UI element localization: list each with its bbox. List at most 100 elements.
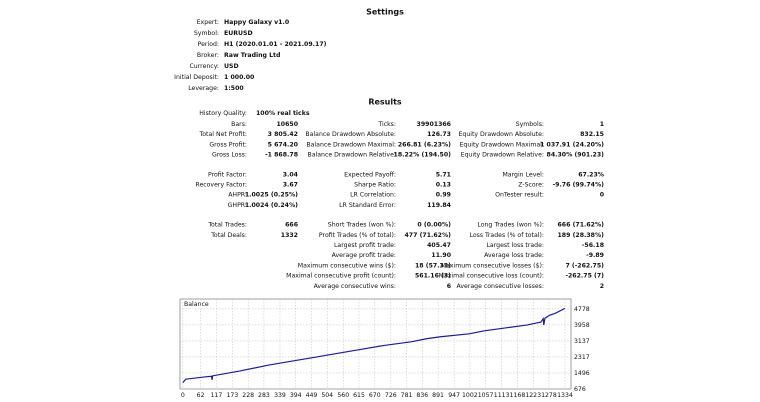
value: 0 [600,192,605,199]
value: 5.71 [436,171,451,178]
x-tick-label: 891 [432,392,444,399]
value: H1 (2020.01.01 - 2021.09.17) [224,41,327,48]
label: Margin Level: [502,171,544,178]
value: 3.04 [283,171,299,178]
label: Leverage: [188,85,219,92]
label: Total Deals: [210,232,247,239]
value: 100% real ticks [256,110,310,117]
x-tick-label: 615 [353,392,365,399]
x-tick-label: 1278 [541,392,557,399]
value: Happy Galaxy v1.0 [224,19,290,26]
label: Broker: [197,52,219,59]
value: 1 037.91 (24.20%) [540,141,604,148]
value: 10650 [276,121,298,128]
x-tick-label: 1168 [510,392,526,399]
label: Average profit trade: [332,252,396,259]
value: EURUSD [224,30,253,37]
label: Balance Drawdown Absolute: [305,131,396,138]
chart-frame [179,298,572,390]
value: 832.15 [580,131,604,138]
x-tick-label: 1002 [462,392,478,399]
label: Period: [198,41,219,48]
value: Raw Trading Ltd [224,52,280,59]
label: LR Standard Error: [339,202,396,209]
results-title: Results [368,98,402,107]
value: 405.47 [427,242,451,249]
label: Equity Drawdown Maximal: [460,141,545,148]
label: OnTester result: [495,192,544,199]
value: 1:500 [224,85,244,92]
label: Recovery Factor: [195,182,247,189]
value: 39901366 [417,121,451,128]
value: 0 (0.00%) [417,222,451,229]
value: 477 (71.62%) [405,232,452,239]
label: Largest profit trade: [334,242,396,249]
label: Symbols: [516,121,544,128]
x-tick-label: 560 [337,392,349,399]
label: Balance Drawdown Maximal: [306,141,396,148]
x-tick-label: 228 [242,392,254,399]
label: Expected Payoff: [344,171,396,178]
label: Long Trades (won %): [477,222,544,229]
value: 7 (-262.75) [565,262,604,269]
label: Maximum consecutive losses ($): [441,262,544,269]
value: -9.76 (99.74%) [553,182,605,189]
x-tick-label: 726 [385,392,397,399]
x-tick-label: 1334 [557,392,573,399]
label: Average consecutive losses: [457,283,545,290]
label: Symbol: [194,30,219,37]
x-tick-label: 781 [401,392,413,399]
label: AHPR: [228,192,247,199]
chart-title: Balance [184,301,209,308]
x-tick-label: 339 [274,392,286,399]
value: 126.73 [427,131,451,138]
label: Profit Trades (% of total): [319,232,396,239]
label: Profit Factor: [208,171,247,178]
label: LR Correlation: [350,192,396,199]
settings-title: Settings [366,8,404,17]
label: Ticks: [377,121,396,128]
label: Maximal consecutive loss (count): [439,273,544,280]
x-tick-label: 117 [210,392,222,399]
x-tick-label: 62 [197,392,205,399]
x-tick-label: 947 [448,392,460,399]
x-tick-label: 1223 [525,392,541,399]
label: Total Trades: [207,222,247,229]
value: 119.84 [427,202,452,209]
value: -1 868.78 [265,152,298,159]
label: Loss Trades (% of total): [469,232,544,239]
label: Total Net Profit: [199,131,247,138]
label: Balance Drawdown Relative: [307,152,396,159]
label: Z-Score: [518,182,544,189]
label: History Quality: [199,110,247,117]
x-tick-label: 0 [181,392,185,399]
label: Maximum consecutive wins ($): [298,262,396,269]
label: Average loss trade: [484,252,544,259]
x-tick-label: 504 [321,392,333,399]
value: 0.99 [436,192,451,199]
balance-line [182,307,566,384]
value: 1 [600,121,604,128]
y-tick-label: 3137 [574,338,590,345]
label: Currency: [189,63,219,70]
label: Expert: [197,19,219,26]
y-tick-label: 2317 [574,354,590,361]
label: Gross Loss: [212,152,247,159]
value: 666 (71.62%) [558,222,605,229]
value: 0.13 [436,182,451,189]
x-tick-label: 283 [258,392,270,399]
value: 11.90 [431,252,451,259]
label: Equity Drawdown Relative: [461,152,544,159]
value: 1.0024 (0.24%) [245,202,298,209]
value: -56.18 [582,242,604,249]
x-tick-label: 836 [416,392,428,399]
x-tick-label: 449 [306,392,318,399]
value: 6 [447,283,451,290]
y-tick-label: 3958 [574,322,590,329]
x-tick-label: 1113 [494,392,510,399]
label: Equity Drawdown Absolute: [459,131,544,138]
x-tick-label: 394 [290,392,302,399]
value: 18 (57.33) [415,262,451,269]
label: Average consecutive wins: [314,283,396,290]
